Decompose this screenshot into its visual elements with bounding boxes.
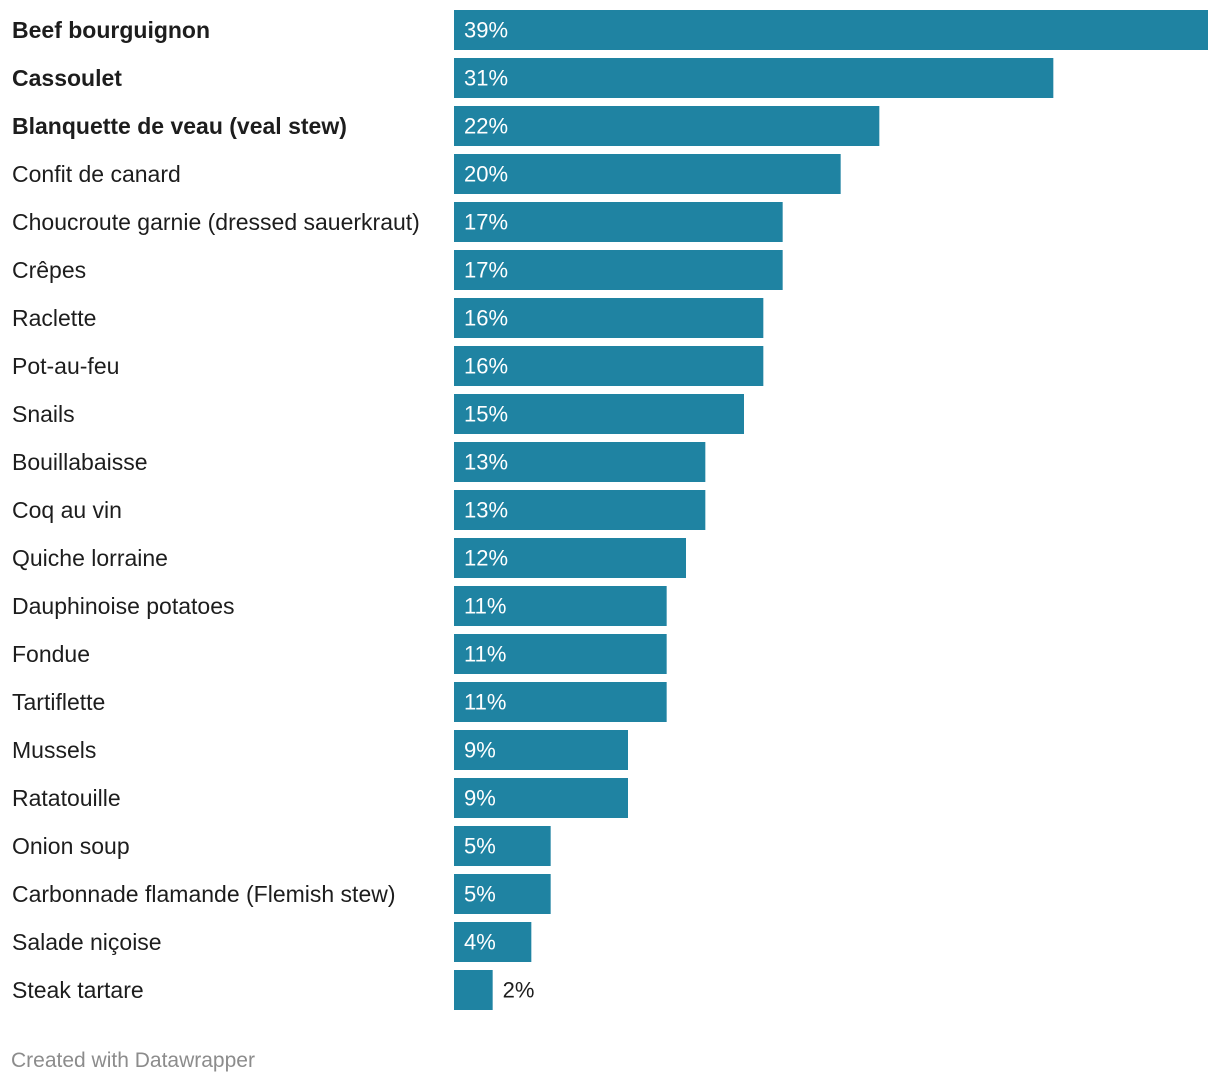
category-label: Beef bourguignon [12,17,210,43]
value-label: 16% [464,306,508,331]
bar [454,250,783,290]
category-label: Quiche lorraine [12,545,168,571]
bar-chart: Beef bourguignon 39% Cassoulet 31% Blanquett… [12,10,1208,1010]
category-label: Pot-au-feu [12,353,119,379]
bar [454,346,764,386]
value-label: 22% [464,114,508,139]
category-label: Blanquette de veau (veal stew) [12,113,347,139]
value-label: 9% [464,786,496,811]
category-label: Snails [12,401,75,427]
value-label: 20% [464,162,508,187]
value-label: 4% [464,930,496,955]
category-label: Steak tartare [12,977,144,1003]
value-label: 16% [464,354,508,379]
category-label: Ratatouille [12,785,121,811]
category-label: Dauphinoise potatoes [12,593,235,619]
bar [454,154,841,194]
value-label: 5% [464,834,496,859]
value-label: 11% [464,594,506,619]
bar [454,682,667,722]
category-label: Choucroute garnie (dressed sauerkraut) [12,209,420,235]
value-label: 13% [464,498,508,523]
value-label: 11% [464,642,506,667]
footer-credit[interactable]: Created with Datawrapper [11,1049,255,1072]
value-label: 15% [464,402,508,427]
category-label: Coq au vin [12,497,122,523]
value-label: 11% [464,690,506,715]
bar [454,922,532,962]
bar [454,298,764,338]
category-label: Tartiflette [12,689,105,715]
bar [454,10,1208,50]
bar [454,826,551,866]
bar [454,586,667,626]
category-label: Carbonnade flamande (Flemish stew) [12,881,396,907]
category-label: Mussels [12,737,96,763]
bar [454,538,686,578]
bar [454,634,667,674]
category-label: Salade niçoise [12,929,162,955]
category-label: Bouillabaisse [12,449,148,475]
value-label: 31% [464,66,508,91]
value-label: 5% [464,882,496,907]
bar [454,778,628,818]
bar [454,394,744,434]
bar [454,106,880,146]
value-label: 17% [464,210,508,235]
category-label: Raclette [12,305,96,331]
value-label: 9% [464,738,496,763]
category-label: Confit de canard [12,161,181,187]
bar [454,874,551,914]
category-label: Fondue [12,641,90,667]
bar [454,442,706,482]
value-label: 12% [464,546,508,571]
value-label: 13% [464,450,508,475]
category-label: Cassoulet [12,65,122,91]
bar [454,730,628,770]
value-label: 17% [464,258,508,283]
bar [454,202,783,242]
value-label: 2% [503,978,535,1003]
value-label: 39% [464,18,508,43]
category-label: Onion soup [12,833,130,859]
bar [454,490,706,530]
category-label: Crêpes [12,257,86,283]
bar [454,58,1054,98]
bar [454,970,493,1010]
